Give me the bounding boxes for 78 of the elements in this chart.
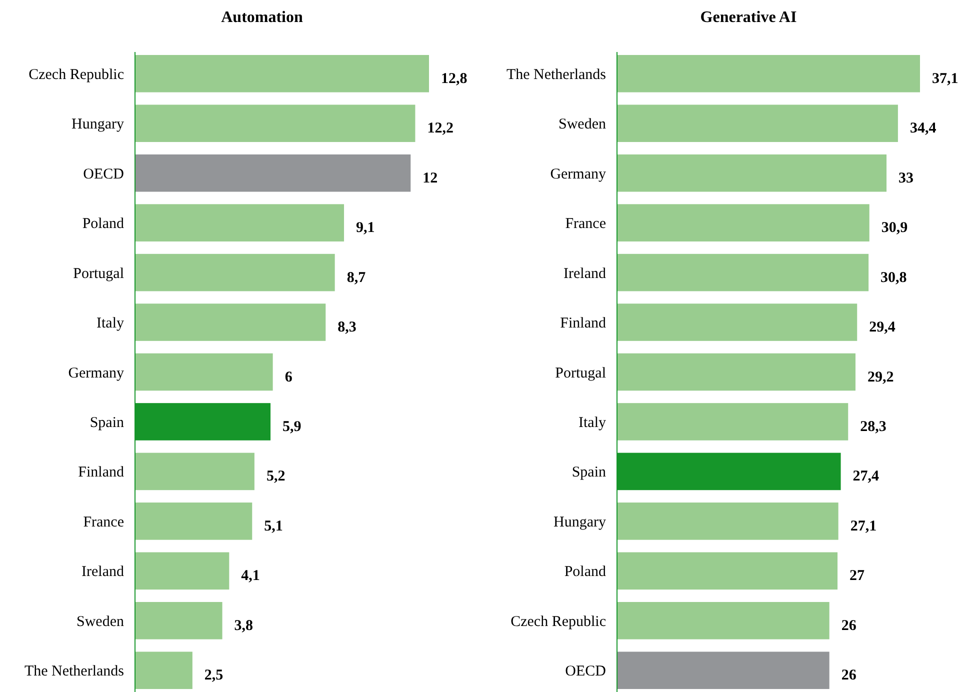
bar (135, 304, 326, 341)
data-label: 12,8 (441, 70, 468, 87)
chart-title: Automation (221, 9, 303, 26)
y-tick-label: Italy (578, 414, 606, 431)
y-tick-label: Hungary (554, 514, 606, 530)
y-tick-label: OECD (83, 166, 124, 182)
y-tick-label: The Netherlands (506, 66, 606, 83)
y-tick-label: France (83, 514, 124, 530)
data-label: 12 (422, 170, 438, 186)
data-label: 3,8 (234, 618, 254, 634)
data-label: 30,9 (881, 220, 908, 236)
bar (617, 602, 830, 640)
y-tick-label: Czech Republic (510, 614, 606, 630)
bar (617, 54, 920, 92)
y-tick-label: The Netherlands (24, 664, 124, 680)
y-tick-label: Germany (68, 365, 124, 382)
y-tick-label: Ireland (82, 564, 124, 580)
y-tick-label: Spain (572, 464, 606, 481)
data-label: 5,2 (266, 468, 286, 485)
bar (617, 652, 830, 690)
data-label: 26 (841, 668, 857, 684)
data-label: 2,5 (204, 668, 224, 684)
y-tick-label: Spain (90, 414, 124, 431)
y-tick-label: Czech Republic (28, 66, 124, 83)
bar (617, 154, 887, 192)
data-label: 5,1 (264, 518, 283, 534)
y-tick-label: OECD (565, 664, 606, 680)
data-label: 26 (841, 618, 857, 634)
bar (135, 602, 222, 640)
data-label: 37,1 (932, 70, 958, 87)
bar (135, 353, 273, 391)
data-label: 27 (850, 568, 866, 584)
y-tick-label: Portugal (73, 266, 124, 282)
data-label: 6 (284, 369, 293, 386)
bar (617, 353, 856, 391)
y-tick-label: Sweden (76, 614, 124, 630)
data-label: 29,4 (869, 320, 896, 336)
y-tick-label: Sweden (558, 116, 606, 133)
data-label: 8,7 (346, 270, 366, 286)
data-label: 34,4 (910, 120, 937, 137)
data-label: 30,8 (880, 270, 907, 286)
bar (135, 54, 429, 92)
y-tick-label: Poland (82, 216, 124, 232)
data-label: 28,3 (860, 418, 886, 435)
bar (135, 452, 254, 490)
data-label: 33 (898, 170, 914, 186)
bar (135, 154, 411, 192)
y-tick-label: Finland (78, 464, 124, 481)
y-tick-label: Hungary (72, 116, 124, 133)
data-label: 12,2 (427, 120, 454, 137)
y-tick-label: Portugal (555, 365, 606, 382)
y-tick-label: France (565, 216, 606, 232)
data-label: 9,1 (356, 220, 375, 236)
y-tick-label: Ireland (564, 266, 606, 282)
y-tick-label: Italy (96, 316, 124, 332)
y-tick-label: Poland (564, 564, 606, 580)
data-label: 27,4 (852, 468, 880, 485)
bar (617, 304, 858, 341)
bar (617, 254, 869, 292)
bar (135, 502, 252, 540)
bar (135, 552, 230, 590)
bar (617, 552, 838, 590)
data-label: 27,1 (850, 518, 877, 534)
data-label: 29,2 (867, 369, 894, 386)
bar (617, 204, 870, 242)
chart-title: Generative AI (700, 9, 797, 26)
y-tick-label: Finland (560, 316, 606, 332)
data-label: 8,3 (338, 320, 356, 336)
bar (617, 403, 848, 440)
data-label: 5,9 (282, 418, 302, 435)
data-label: 4,1 (241, 568, 260, 584)
bar (135, 204, 344, 242)
bar (135, 104, 416, 142)
bar (617, 502, 838, 540)
y-tick-label: Germany (550, 166, 606, 182)
bar (617, 104, 898, 142)
bar (135, 254, 335, 292)
bar (135, 652, 192, 690)
